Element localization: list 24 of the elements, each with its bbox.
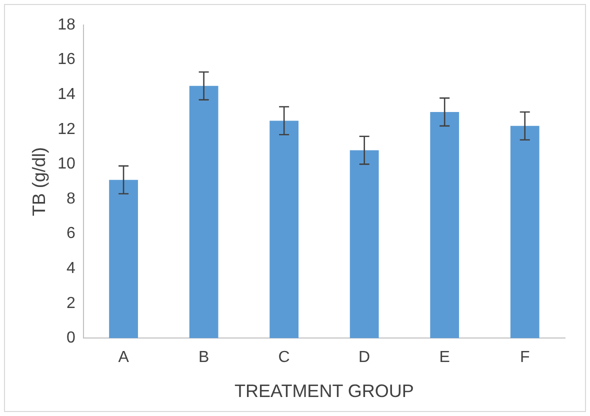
bar	[270, 120, 299, 338]
x-tick-label: F	[520, 349, 530, 366]
x-tick-label: E	[439, 349, 450, 366]
y-tick-label: 4	[66, 260, 76, 278]
y-tick-label: 8	[66, 190, 76, 208]
y-tick-label: 6	[66, 225, 76, 242]
bar	[430, 112, 460, 338]
y-tick-label: 10	[58, 156, 76, 173]
y-axis-title: TB (g/dl)	[28, 147, 49, 216]
y-tick-label: 18	[58, 16, 76, 34]
x-tick-label: C	[278, 349, 290, 366]
y-tick-label: 16	[58, 51, 76, 68]
x-tick-label: D	[358, 349, 370, 366]
x-tick-label: B	[198, 349, 210, 366]
y-tick-label: 0	[66, 330, 76, 347]
bar	[350, 150, 379, 338]
y-tick-label: 12	[58, 120, 76, 138]
x-tick-label: A	[118, 349, 130, 366]
bar	[109, 180, 138, 338]
x-axis-title: TREATMENT GROUP	[234, 381, 414, 402]
y-tick-label: 2	[66, 294, 76, 312]
bar	[510, 126, 540, 338]
bar	[189, 86, 218, 338]
y-tick-label: 14	[58, 86, 76, 104]
